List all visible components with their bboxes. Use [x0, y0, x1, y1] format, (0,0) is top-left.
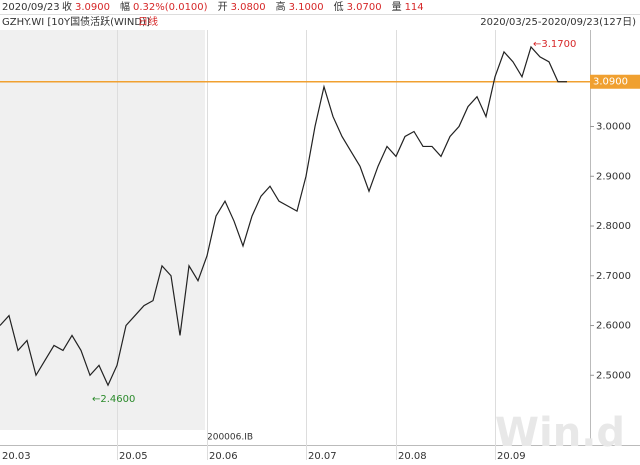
x-tick-label: 20.05: [119, 451, 148, 462]
header-value: 0.32%(0.0100): [133, 2, 208, 13]
code-label: 200006.IB: [207, 433, 253, 443]
header-value: 3.1000: [289, 2, 324, 13]
x-tick-label: 20.08: [398, 451, 427, 462]
header-value: 3.0700: [347, 2, 382, 13]
x-tick-label: 20.07: [308, 451, 337, 462]
high-label: ←3.1700: [533, 39, 576, 50]
shaded-region: [0, 30, 205, 430]
header-label: 开: [218, 2, 228, 13]
watermark: Win.d: [495, 410, 625, 456]
y-tick-label: 2.6000: [596, 321, 631, 332]
price-line: [0, 45, 567, 387]
instrument: GZHY.WI [10Y国债活跃(WIND)]: [2, 15, 150, 28]
header-value: 3.0900: [75, 2, 110, 13]
header-label: 低: [334, 0, 344, 13]
header-label: 幅: [120, 0, 130, 13]
y-tick-label: 2.9000: [596, 171, 631, 182]
header-value: 3.0800: [231, 2, 266, 13]
low-label: ←2.4600: [92, 394, 135, 405]
x-tick-label: 20.06: [209, 451, 238, 462]
last-price-box: [590, 74, 640, 89]
header-label: 收: [62, 0, 72, 13]
y-tick-label: 3.0000: [596, 122, 631, 133]
y-tick-label: 2.7000: [596, 271, 631, 282]
x-tick-label: 20.03: [2, 451, 31, 462]
y-tick-label: 2.8000: [596, 221, 631, 232]
y-tick-label: 2.5000: [596, 370, 631, 381]
last-price-label: 3.0900: [593, 77, 628, 88]
date-range: 2020/03/25-2020/09/23(127日): [480, 17, 636, 28]
header-date: 2020/09/23: [2, 2, 60, 13]
period: 日线: [138, 15, 158, 28]
x-tick-label: 20.09: [497, 451, 526, 462]
header-value: 114: [405, 2, 424, 13]
header-label: 高: [276, 0, 286, 13]
header-label: 量: [392, 1, 402, 13]
